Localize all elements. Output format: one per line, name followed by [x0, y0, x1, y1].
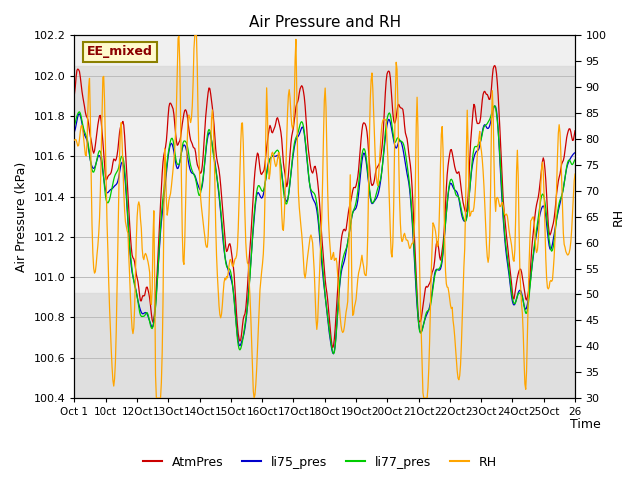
li77_pres: [70, 122, 78, 128]
Text: EE_mixed: EE_mixed: [87, 45, 153, 58]
li77_pres: [297, 120, 305, 125]
Line: li75_pres: li75_pres: [74, 106, 575, 354]
RH: [201, 234, 209, 240]
li77_pres: [367, 192, 374, 198]
AtmPres: [70, 91, 78, 96]
li75_pres: [159, 204, 167, 210]
Bar: [74, 293, 575, 398]
AtmPres: [297, 84, 305, 90]
li75_pres: [449, 182, 456, 188]
AtmPres: [449, 150, 456, 156]
li77_pres: [449, 178, 456, 183]
Legend: AtmPres, li75_pres, li77_pres, RH: AtmPres, li75_pres, li77_pres, RH: [138, 451, 502, 474]
AtmPres: [329, 345, 337, 350]
li75_pres: [491, 103, 499, 109]
RH: [191, 33, 198, 38]
RH: [70, 137, 78, 143]
Line: AtmPres: AtmPres: [74, 66, 575, 348]
li75_pres: [571, 150, 579, 156]
li77_pres: [330, 351, 337, 357]
RH: [571, 171, 579, 177]
AtmPres: [199, 153, 207, 159]
li77_pres: [406, 182, 413, 188]
li77_pres: [159, 194, 167, 200]
RH: [449, 317, 457, 323]
AtmPres: [159, 159, 167, 165]
li75_pres: [406, 186, 413, 192]
RH: [160, 209, 168, 215]
li75_pres: [367, 195, 374, 201]
RH: [152, 395, 160, 401]
X-axis label: Time: Time: [570, 418, 600, 431]
li75_pres: [330, 351, 337, 357]
RH: [406, 245, 414, 251]
AtmPres: [571, 128, 579, 133]
RH: [299, 243, 307, 249]
RH: [367, 77, 375, 83]
Title: Air Pressure and RH: Air Pressure and RH: [249, 15, 401, 30]
AtmPres: [367, 173, 374, 179]
Bar: [74, 66, 575, 116]
Line: RH: RH: [74, 36, 575, 398]
li75_pres: [70, 129, 78, 134]
li77_pres: [199, 174, 207, 180]
Y-axis label: Air Pressure (kPa): Air Pressure (kPa): [15, 162, 28, 272]
li75_pres: [297, 127, 305, 132]
Y-axis label: RH: RH: [612, 208, 625, 226]
AtmPres: [491, 63, 499, 69]
Line: li77_pres: li77_pres: [74, 106, 575, 354]
li75_pres: [199, 176, 207, 182]
AtmPres: [406, 156, 413, 162]
li77_pres: [491, 103, 499, 109]
li77_pres: [571, 157, 579, 163]
